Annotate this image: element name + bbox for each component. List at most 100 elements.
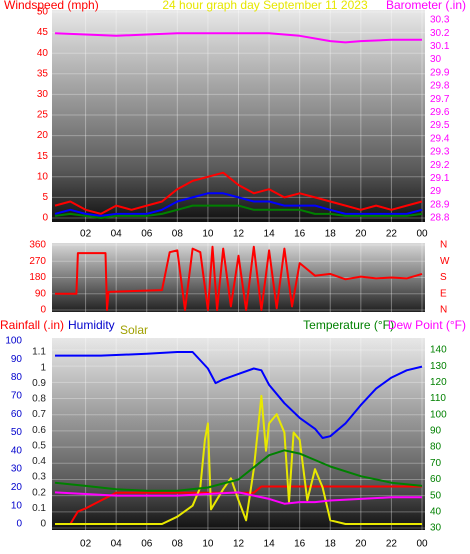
y-tick-label: 0.6 xyxy=(32,425,46,436)
x-tick-label: 18 xyxy=(325,229,337,240)
y2-tick-label: 140 xyxy=(430,345,447,356)
y-tick-label: 30 xyxy=(37,89,49,100)
y3-tick-label: 100 xyxy=(5,336,22,347)
y-tick-label: 20 xyxy=(37,130,49,141)
y-tick-label: 90 xyxy=(35,288,47,299)
legend-label: Dew Point (°F) xyxy=(388,318,466,332)
y2-tick-label: 100 xyxy=(430,409,447,420)
x-tick-label: 16 xyxy=(294,229,306,240)
y2-tick-label: 29.1 xyxy=(430,173,450,184)
y-tick-label: 0.2 xyxy=(32,487,46,498)
x-tick-label: 06 xyxy=(141,539,153,550)
x-tick-label: 00 xyxy=(416,539,428,550)
y2-tick-label: E xyxy=(440,288,447,299)
y2-tick-label: 29.4 xyxy=(430,133,450,144)
x-tick-label: 20 xyxy=(355,229,367,240)
y2-tick-label: N xyxy=(440,240,447,251)
y2-tick-label: 30.2 xyxy=(430,28,450,39)
y2-tick-label: 30 xyxy=(430,54,442,65)
y-tick-label: 15 xyxy=(37,151,49,162)
x-tick-label: 10 xyxy=(202,229,214,240)
y3-tick-label: 30 xyxy=(11,464,23,475)
y2-tick-label: 120 xyxy=(430,377,447,388)
x-tick-label: 04 xyxy=(111,229,123,240)
series-line xyxy=(55,485,422,525)
y-tick-label: 0.3 xyxy=(32,472,46,483)
y2-tick-label: 80 xyxy=(430,442,442,453)
y-tick-label: 1.1 xyxy=(32,347,46,358)
y3-tick-label: 20 xyxy=(11,482,23,493)
y-tick-label: 35 xyxy=(37,68,49,79)
y-tick-label: 0.7 xyxy=(32,409,46,420)
series-line xyxy=(54,171,423,215)
x-tick-label: 18 xyxy=(325,539,337,550)
y2-tick-label: 30.1 xyxy=(430,41,450,52)
x-tick-label: 08 xyxy=(172,229,184,240)
y-axis-label: Windspeed (mph) xyxy=(4,0,99,12)
y-tick-label: 0 xyxy=(40,519,46,530)
y2-tick-label: 29.3 xyxy=(430,147,450,158)
x-tick-label: 20 xyxy=(355,539,367,550)
y2-tick-label: 29.2 xyxy=(430,160,450,171)
y2-tick-label: 29.7 xyxy=(430,94,450,105)
x-tick-label: 10 xyxy=(202,539,214,550)
y2-tick-label: 60 xyxy=(430,474,442,485)
legend-label: Solar xyxy=(120,323,148,337)
legend-label: Humidity xyxy=(68,318,115,332)
plot-area xyxy=(52,10,425,222)
y-tick-label: 50 xyxy=(37,7,49,18)
y-tick-label: 360 xyxy=(29,240,46,251)
y2-tick-label: 28.9 xyxy=(430,199,450,210)
x-tick-label: 16 xyxy=(294,539,306,550)
y3-tick-label: 80 xyxy=(11,372,23,383)
y3-tick-label: 40 xyxy=(11,445,23,456)
y3-tick-label: 0 xyxy=(16,519,22,530)
series-line xyxy=(54,491,422,505)
y2-tick-label: 29 xyxy=(430,186,442,197)
y-tick-label: 0.8 xyxy=(32,394,46,405)
y2-tick-label: 70 xyxy=(430,458,442,469)
y-tick-label: 0.9 xyxy=(32,378,46,389)
y2-tick-label: 29.6 xyxy=(430,107,450,118)
series-line xyxy=(54,192,423,217)
y3-tick-label: 90 xyxy=(11,354,23,365)
y-tick-label: 1 xyxy=(40,362,46,373)
x-tick-label: 12 xyxy=(233,539,245,550)
x-tick-label: 04 xyxy=(111,539,123,550)
series-line xyxy=(54,449,423,492)
x-tick-label: 02 xyxy=(80,229,92,240)
series-line xyxy=(55,394,422,525)
y-tick-label: 40 xyxy=(37,48,49,59)
x-tick-label: 14 xyxy=(264,539,276,550)
y2-tick-label: 40 xyxy=(430,506,442,517)
y2-tick-label: 50 xyxy=(430,490,442,501)
x-tick-label: 02 xyxy=(80,539,92,550)
y-tick-label: 0.4 xyxy=(32,456,46,467)
y-tick-label: 5 xyxy=(42,192,48,203)
series-line xyxy=(54,204,423,219)
y2-tick-label: 29.8 xyxy=(430,81,450,92)
y3-tick-label: 10 xyxy=(11,500,23,511)
y2-tick-label: 110 xyxy=(430,393,446,404)
chart-title: 24 hour graph day September 11 2023 xyxy=(162,0,368,12)
y2-tick-label: S xyxy=(440,272,447,283)
y-tick-label: 0 xyxy=(42,213,48,224)
y-tick-label: 25 xyxy=(37,110,49,121)
y2-tick-label: N xyxy=(440,305,447,316)
marks xyxy=(54,32,423,525)
y-tick-label: 0 xyxy=(40,305,46,316)
x-tick-label: 22 xyxy=(386,539,398,550)
x-tick-label: 14 xyxy=(264,229,276,240)
series-line xyxy=(55,245,423,311)
y-tick-label: 0.1 xyxy=(32,503,46,514)
series-line xyxy=(54,32,422,44)
y2-tick-label: W xyxy=(440,256,450,267)
y-tick-label: 0.5 xyxy=(32,440,46,451)
y3-tick-label: 50 xyxy=(11,427,23,438)
x-tick-label: 06 xyxy=(141,229,153,240)
series-line xyxy=(55,351,423,439)
y-tick-label: 270 xyxy=(29,256,46,267)
y2-tick-label: 30 xyxy=(430,523,442,534)
y3-tick-label: 60 xyxy=(11,409,23,420)
